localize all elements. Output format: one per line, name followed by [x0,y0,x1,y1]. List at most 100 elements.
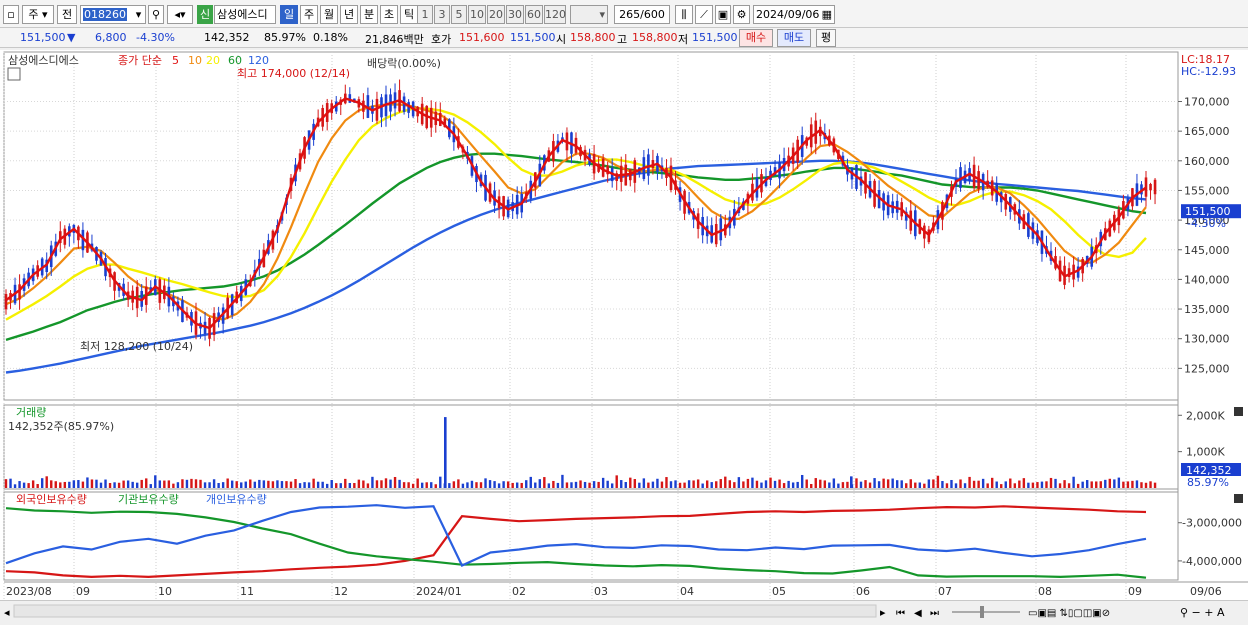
volume-bar [1009,478,1012,488]
volume-bar [502,481,505,488]
period-button-2[interactable]: 월 [320,5,338,24]
interval-button-1[interactable]: 1 [417,5,433,24]
interval-button-5[interactable]: 5 [451,5,467,24]
stock-code-input[interactable]: 018260 [80,5,144,24]
period-button-0[interactable]: 일 [280,5,298,24]
eval-button[interactable]: 평 [816,29,836,47]
interval-button-20[interactable]: 20 [487,5,505,24]
volume-bar [1104,479,1107,488]
stock-name-field[interactable]: 삼성에스디 [214,5,276,24]
volume-bar [1054,478,1057,488]
volume-bar [859,481,863,488]
volume-bar [538,479,542,488]
interval-dropdown[interactable]: ▾ [570,5,608,24]
date-field[interactable]: 2024/09/06 ▦ [753,5,835,24]
volume-bar [986,483,989,488]
volume-bar [583,481,587,488]
calendar-icon[interactable]: ▦ [821,8,832,21]
count-field[interactable]: 265/600 [614,5,670,24]
volume-bar [841,482,845,488]
code-dropdown-icon[interactable]: ▾ [132,5,146,24]
interval-button-60[interactable]: 60 [525,5,543,24]
draw-tool-icon[interactable]: ⟋ [695,5,713,24]
interval-button-30[interactable]: 30 [506,5,524,24]
volume-bar [552,480,555,488]
count-total: /600 [640,8,665,21]
period-button-4[interactable]: 분 [360,5,378,24]
period-button-1[interactable]: 주 [300,5,318,24]
price-tick-label: 140,000 [1184,273,1230,286]
period-button-3[interactable]: 년 [340,5,358,24]
volume-bar [258,479,261,488]
volume-bar [1045,481,1048,488]
high-label: 고 [617,33,628,46]
scroll-back-icon: ◀ [914,608,922,619]
volume-bar [990,477,994,488]
volume-bar [217,482,220,488]
period-unit-select[interactable]: 주 ▾ [22,5,54,24]
volume-bar [927,479,931,488]
volume-bar [642,478,646,488]
volume-bar [950,479,953,488]
stock-chart-svg[interactable]: 170,000165,000160,000155,000150,000145,0… [0,50,1248,600]
volume-bar [606,480,609,488]
volume-bar [877,481,881,488]
volume-bar [1081,481,1084,488]
count-value: 265 [619,8,641,21]
volume-bar [638,482,641,488]
volume-bar [936,475,940,488]
bottom-scrollbar[interactable]: ◂ ▸ ⏮ ◀ ⏭ ▭▣▤ ⇅▯▢◫▣⊘ ⚲ − + A [0,600,1248,621]
volume-bar [244,481,247,488]
volume-bar [941,481,944,488]
volume-bar [954,483,958,488]
sell-button[interactable]: 매도 [777,29,811,47]
quote-bar: 151,500 ▼ 6,800 -4.30% 142,352 85.97% 0.… [0,28,1248,48]
chart-type-icon[interactable]: ⫼ [675,5,693,24]
interval-dropdown-icon: ▾ [599,8,605,21]
x-tick-label: 08 [1038,585,1052,598]
interval-button-10[interactable]: 10 [468,5,486,24]
candle-body [773,167,777,176]
period-button-5[interactable]: 초 [380,5,398,24]
volume-bar [873,478,876,488]
volume-bar [547,483,551,488]
volume-bar [86,477,89,488]
chart-area[interactable]: 170,000 165,000 160,000 155,000 150,000 145,0… [0,50,1248,600]
search-icon[interactable]: ⚲ [148,5,164,24]
buy-button[interactable]: 매수 [739,29,773,47]
volume-bar [918,482,922,488]
volume-bar [968,476,971,488]
holding-legend-item: 기관보유수량 [118,493,179,506]
save-icon[interactable]: ▣ [715,5,731,24]
x-tick-label: 03 [594,585,608,598]
volume-bar [36,484,39,488]
x-tick-label: 2024/01 [416,585,462,598]
volume-bar [805,479,808,488]
volume-bar [629,477,632,488]
date-value: 2024/09/06 [756,8,820,21]
speaker-icon[interactable]: ◂▾ [167,5,193,24]
candle-body [81,229,85,251]
volume-bar [348,483,352,488]
volume-bar [235,481,238,488]
period-button-6[interactable]: 틱 [400,5,418,24]
interval-button-120[interactable]: 120 [544,5,566,24]
volume-bar [393,476,397,488]
prev-button[interactable]: 전 [57,5,77,24]
volume-bar [543,477,546,488]
volume-bar [249,479,252,488]
window-icon[interactable]: ▫ [3,5,19,24]
volume-close-icon [1234,407,1243,416]
price-tick-label: 145,000 [1184,244,1230,257]
volume-bar [1140,482,1143,488]
volume-bar [167,480,171,488]
holding-close-icon [1234,494,1243,503]
volume-bar [633,479,637,488]
gear-icon[interactable]: ⚙ [733,5,750,24]
x-tick-label: 04 [680,585,694,598]
volume-bar [556,482,560,488]
interval-button-3[interactable]: 3 [434,5,450,24]
volume-bar [312,478,315,488]
volume-bar [1067,483,1071,488]
